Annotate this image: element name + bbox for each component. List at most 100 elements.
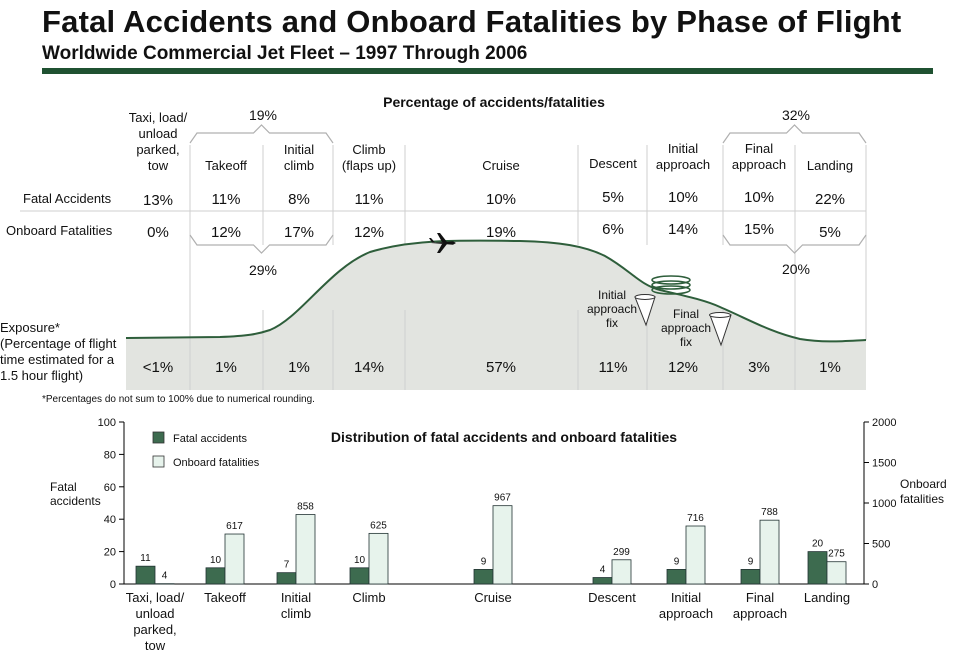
bar-onboard-fatalities — [611, 559, 632, 585]
left-tick-label: 40 — [104, 514, 116, 526]
data-label-fatal-accidents: 9 — [481, 556, 487, 567]
data-label-onboard-fatalities: 716 — [687, 513, 704, 524]
onboard-fatalities-value: 5% — [819, 224, 841, 241]
right-tick-label: 1000 — [872, 498, 896, 510]
row-label-fatal-accidents: Fatal Accidents — [23, 191, 112, 206]
phase-name-line: Cruise — [482, 158, 520, 173]
holding-pattern-loop — [651, 275, 691, 285]
cone-rim — [709, 312, 731, 318]
bar-onboard-fatalities — [492, 505, 513, 585]
left-tick-label: 80 — [104, 449, 116, 461]
initial-approach-fix-icon — [634, 294, 656, 327]
footnote: *Percentages do not sum to 100% due to n… — [42, 394, 315, 405]
bar-fatal-accidents — [135, 565, 156, 585]
exposure-fill — [126, 240, 866, 390]
exposure-value: 11% — [599, 359, 628, 376]
title-rule — [42, 68, 933, 74]
airplane-tail — [429, 238, 435, 243]
left-axis-label-line: Fatal — [50, 480, 77, 494]
onboard-fatalities-value: 0% — [147, 224, 169, 241]
initial-approach-fix-label-line: Initial — [598, 288, 626, 302]
phase-name-line: unload — [138, 126, 177, 141]
final-approach-fix-label-line: fix — [680, 335, 692, 349]
airplane-fuselage — [431, 241, 456, 245]
bar-fatal-accidents — [666, 569, 687, 585]
bar-chart: 0204060801000500100015002000Fatalacciden… — [50, 417, 947, 652]
exposure-label-line: time estimated for a — [0, 352, 115, 367]
final-approach-fix-label-line: Final — [673, 307, 699, 321]
data-label-onboard-fatalities: 275 — [828, 549, 845, 560]
bar-fatal-accidents — [205, 567, 226, 585]
bar-fatal-accidents — [349, 567, 370, 585]
fatal-accidents-value: 11% — [355, 191, 384, 208]
exposure-label-line: (Percentage of flight — [0, 336, 117, 351]
data-label-fatal-accidents: 10 — [210, 555, 222, 566]
legend-swatch — [152, 431, 165, 444]
data-label-onboard-fatalities: 617 — [226, 521, 243, 532]
onboard-fatalities-value: 6% — [602, 221, 624, 238]
phase-name-line: Initial — [668, 141, 698, 156]
bar-onboard-fatalities — [368, 532, 389, 585]
right-axis-label-line: fatalities — [900, 492, 944, 506]
bar-onboard-fatalities — [826, 561, 847, 585]
phase-diagram: Percentage of accidents/fatalities 19% 32%… — [0, 94, 867, 405]
final-approach-fix-label-line: approach — [661, 321, 711, 335]
airplane-icon — [429, 233, 456, 253]
data-label-fatal-accidents: 7 — [284, 560, 290, 571]
category-label-line: Final — [746, 590, 774, 605]
category-label-line: parked, — [133, 622, 176, 637]
exposure-value: 14% — [354, 359, 384, 376]
data-label-onboard-fatalities: 967 — [494, 493, 511, 504]
data-label-fatal-accidents: 10 — [354, 555, 366, 566]
left-axis-label-line: accidents — [50, 494, 101, 508]
bar-fatal-accidents — [592, 577, 613, 585]
onboard-fatalities-value: 14% — [668, 221, 698, 238]
data-label-fatal-accidents: 9 — [748, 556, 754, 567]
onboard-fatalities-value: 12% — [211, 224, 241, 241]
category-label-line: Descent — [588, 590, 636, 605]
phase-name-line: Landing — [807, 158, 853, 173]
right-tick-label: 0 — [872, 579, 878, 591]
data-label-fatal-accidents: 9 — [674, 556, 680, 567]
phase-name-line: climb — [284, 158, 314, 173]
exposure-value: 1% — [288, 359, 310, 376]
right-axis-label-line: Onboard — [900, 477, 947, 491]
data-label-onboard-fatalities: 858 — [297, 502, 314, 513]
holding-pattern-loop — [651, 280, 691, 290]
final-approach-fix-icon — [709, 312, 732, 347]
fatal-accidents-value: 8% — [288, 191, 310, 208]
exposure-value: 57% — [486, 359, 516, 376]
initial-approach-fix-label-line: approach — [587, 302, 637, 316]
category-label-line: Taxi, load/ — [126, 590, 185, 605]
category-label-line: Takeoff — [204, 590, 246, 605]
holding-pattern-icon — [651, 275, 691, 295]
bracket-takeoff-climb-fatalities — [189, 234, 334, 254]
category-label-line: climb — [281, 606, 311, 621]
right-tick-label: 2000 — [872, 417, 896, 429]
data-label-onboard-fatalities: 299 — [613, 547, 630, 558]
phase-name-line: parked, — [136, 142, 179, 157]
fatal-accidents-value: 22% — [815, 191, 845, 208]
category-label-line: Climb — [352, 590, 385, 605]
airplane-wing — [437, 233, 447, 242]
bracket-label: 32% — [782, 107, 810, 123]
bar-fatal-accidents — [807, 551, 828, 585]
phase-name-line: Initial — [284, 142, 314, 157]
fatal-accidents-value: 10% — [668, 189, 698, 206]
exposure-value: <1% — [143, 359, 173, 376]
phase-name-line: Takeoff — [205, 158, 247, 173]
right-tick-label: 1500 — [872, 458, 896, 470]
category-label-line: approach — [659, 606, 713, 621]
exposure-label-line: Exposure* — [0, 320, 60, 335]
bracket-takeoff-climb-accidents — [189, 124, 334, 144]
phase-name-line: Taxi, load/ — [129, 110, 188, 125]
exposure-value: 1% — [819, 359, 841, 376]
page-subtitle: Worldwide Commercial Jet Fleet – 1997 Th… — [42, 43, 528, 64]
fatal-accidents-value: 13% — [143, 192, 173, 209]
data-label-fatal-accidents: 4 — [600, 565, 606, 576]
category-label-line: tow — [145, 638, 166, 652]
page-title: Fatal Accidents and Onboard Fatalities b… — [42, 4, 902, 39]
onboard-fatalities-value: 12% — [354, 224, 384, 241]
category-label-line: approach — [733, 606, 787, 621]
